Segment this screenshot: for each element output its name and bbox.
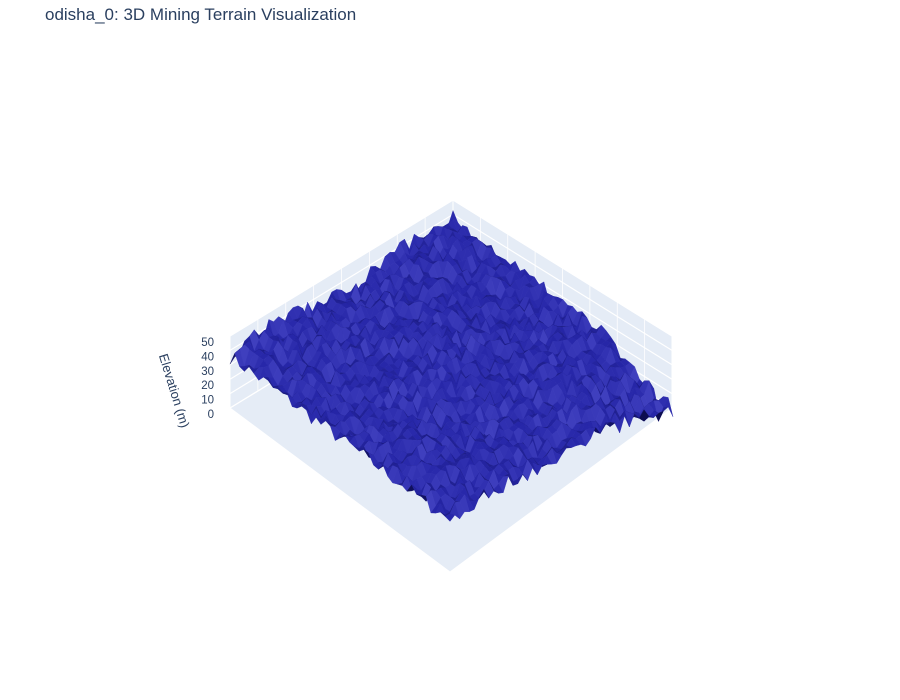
chart-title: odisha_0: 3D Mining Terrain Visualizatio… xyxy=(45,5,357,24)
z-axis-ticks: 0 10 20 30 40 50 xyxy=(201,337,214,421)
z-tick-label: 50 xyxy=(201,337,214,349)
z-tick-label: 10 xyxy=(201,395,214,407)
terrain-surface xyxy=(229,210,674,522)
z-tick-label: 40 xyxy=(201,351,214,363)
z-tick-label: 0 xyxy=(208,409,214,421)
terrain-cell xyxy=(444,513,456,522)
z-gridline xyxy=(229,199,673,337)
z-tick-label: 30 xyxy=(201,366,214,378)
z-axis-label: Elevation (m) xyxy=(156,352,193,430)
z-tick-label: 20 xyxy=(201,380,214,392)
